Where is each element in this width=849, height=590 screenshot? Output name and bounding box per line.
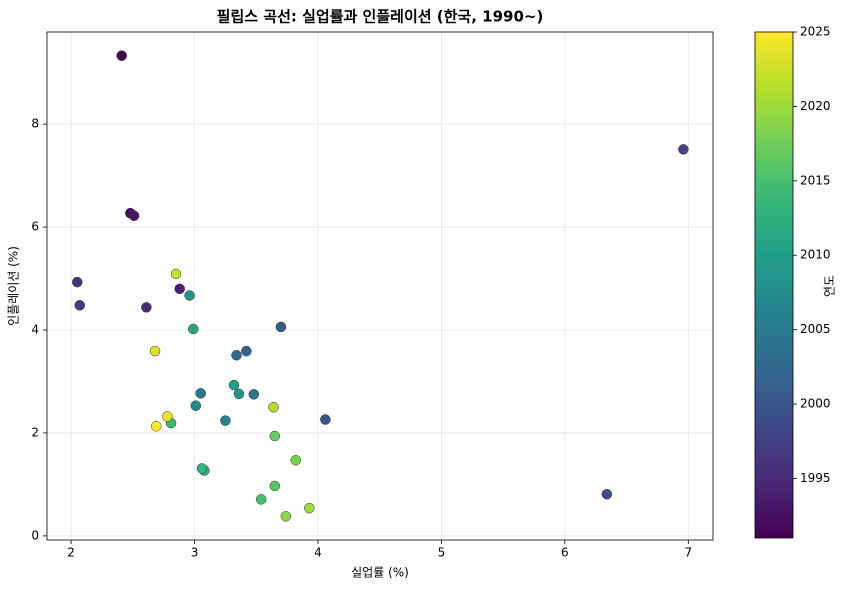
point (190, 400, 202, 411)
point (174, 283, 185, 295)
x-tick-label: 3 (191, 546, 199, 560)
point (162, 411, 173, 422)
point (241, 345, 252, 357)
point (74, 300, 85, 311)
point (601, 488, 613, 500)
point (233, 388, 245, 400)
point (195, 388, 206, 399)
point (320, 414, 331, 425)
point (678, 144, 689, 155)
colorbar-tick-label: 2010 (800, 248, 831, 262)
colorbar (754, 31, 794, 539)
x-tick-label: 4 (314, 546, 322, 560)
colorbar-tick-label: 2015 (800, 173, 831, 187)
point (255, 494, 267, 505)
colorbar-label: 연도 (823, 275, 837, 297)
point (71, 276, 83, 288)
y-tick-label: 4 (31, 323, 39, 337)
x-tick-label: 2 (67, 546, 75, 560)
point (196, 463, 208, 474)
point (304, 502, 315, 514)
point (116, 50, 127, 61)
colorbar-tick-label: 2020 (800, 99, 831, 113)
point (231, 349, 242, 361)
point (269, 430, 281, 442)
point (280, 511, 292, 522)
chart-title: 필립스 곡선: 실업률과 인플레이션 (한국, 1990~) (217, 8, 544, 26)
point (269, 480, 281, 492)
point (268, 401, 279, 413)
point (141, 302, 152, 313)
point (184, 290, 195, 301)
colorbar-tick-label: 2005 (800, 322, 831, 336)
colorbar-tick-label: 2025 (800, 25, 831, 39)
x-tick-label: 6 (561, 546, 569, 560)
point (170, 268, 182, 280)
y-tick-label: 2 (31, 425, 39, 439)
point (220, 415, 231, 426)
point (290, 454, 301, 466)
y-axis-label: 인플레이션 (%) (7, 246, 21, 326)
y-tick-label: 0 (31, 528, 39, 542)
point (228, 379, 240, 391)
colorbar-tick-label: 1995 (800, 471, 831, 485)
point (188, 323, 199, 335)
y-tick-label: 8 (31, 117, 39, 131)
x-tick-label: 7 (684, 546, 692, 560)
x-axis-label: 실업률 (%) (351, 566, 409, 580)
point (151, 421, 162, 432)
colorbar-tick-label: 2000 (800, 397, 831, 411)
point (248, 389, 260, 400)
point (275, 321, 287, 333)
point (128, 210, 140, 221)
y-tick-label: 6 (31, 220, 39, 234)
plot-frame (46, 31, 714, 541)
point (149, 345, 161, 357)
x-tick-label: 5 (438, 546, 446, 560)
